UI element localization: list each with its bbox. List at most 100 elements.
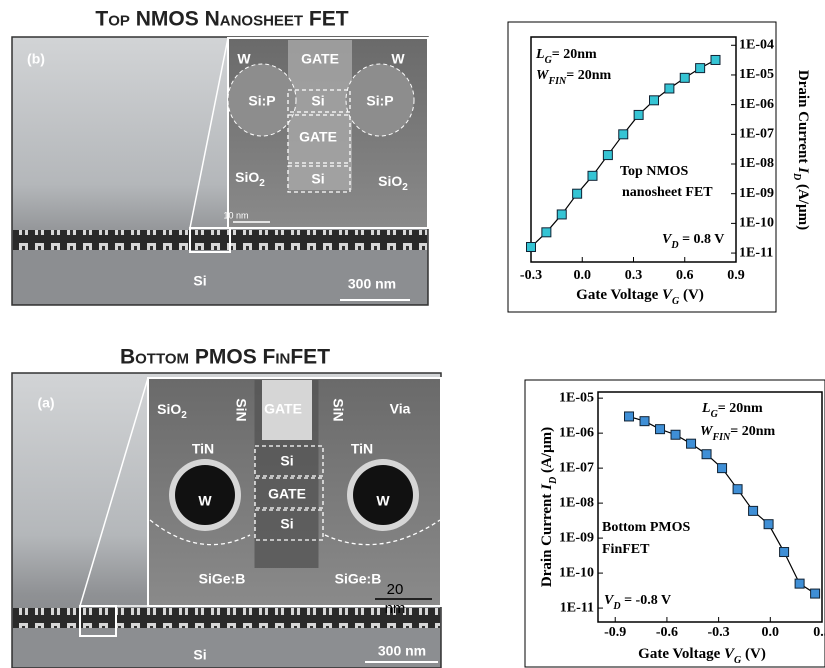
text-part: D — [791, 172, 802, 180]
dashed-outline — [287, 89, 351, 113]
y-tick-label: 1E-04 — [739, 37, 774, 52]
text-part: Gate Voltage — [638, 646, 724, 662]
data-point — [664, 83, 675, 94]
text-part: = 20nm — [718, 401, 763, 416]
substrate-label: Si — [193, 647, 206, 663]
y-tick-label: 1E-06 — [739, 97, 774, 112]
data-point — [587, 170, 598, 181]
tem-label: SiO2 — [378, 173, 408, 193]
text-part: (V) — [741, 646, 766, 662]
data-point — [602, 150, 613, 161]
panel-title: Top NMOS Nanosheet FET — [95, 8, 348, 31]
y-axis-label: Drain Current ID (A/µm) — [791, 70, 810, 230]
tem-label: Via — [390, 401, 411, 417]
tem-label: W — [237, 51, 251, 67]
tem-label: TiN — [192, 441, 214, 457]
text-part: I — [539, 483, 555, 491]
tem-label: SiGe:B — [335, 571, 382, 587]
x-tick-label: 0.3 — [625, 268, 643, 283]
y-tick-label: 1E-11 — [560, 600, 594, 615]
text-part: SiO — [235, 169, 259, 185]
text-part: L — [701, 401, 711, 416]
inset-scale: 10 nm — [223, 210, 248, 220]
data-point — [670, 429, 681, 440]
text-part: 2 — [181, 410, 187, 421]
x-tick-label: 0.9 — [727, 268, 745, 283]
text-part: 2 — [402, 182, 408, 193]
tem-label: Si — [311, 93, 324, 109]
text-part: V — [662, 232, 673, 247]
y-tick-label: 1E-05 — [559, 390, 594, 405]
gate-top — [262, 380, 312, 440]
text-part: V — [604, 593, 615, 608]
text-part: FIN — [711, 432, 731, 443]
text-part: FinFET — [602, 542, 650, 557]
x-tick-label: -0.3 — [708, 625, 730, 640]
tem-label: GATE — [299, 129, 337, 145]
data-point — [639, 416, 650, 427]
scale-label: 300 nm — [378, 643, 426, 659]
metal — [175, 465, 235, 525]
text-part: G — [672, 296, 680, 307]
panel-title: Bottom PMOS FinFET — [120, 346, 330, 369]
y-tick-label: 1E-08 — [559, 495, 594, 510]
data-point — [618, 129, 629, 140]
data-point — [556, 209, 567, 220]
data-point — [695, 63, 706, 74]
chart-frame — [524, 379, 825, 668]
tem-label: SiO2 — [235, 169, 265, 189]
text-part: FIN — [547, 76, 567, 87]
data-point — [779, 547, 790, 558]
text-part: = 20nm — [566, 68, 611, 83]
zoom-line — [189, 37, 229, 229]
annotation: Bottom PMOS — [602, 520, 690, 535]
data-point — [763, 519, 774, 530]
tem-label: Si:P — [248, 93, 275, 109]
text-part: = 20nm — [730, 424, 775, 439]
text-part: W — [536, 68, 550, 83]
annotation: Top NMOS — [620, 164, 689, 179]
text-part: Drain Current — [795, 70, 811, 167]
tem-label: SiN — [233, 398, 249, 421]
y-tick-label: 1E-10 — [739, 216, 774, 231]
sd-region — [345, 63, 415, 137]
x-axis-label: Gate Voltage VG (V) — [576, 287, 704, 306]
fin-row — [13, 608, 440, 628]
data-point — [679, 72, 690, 83]
scale-label: 300 nm — [348, 276, 396, 292]
text-part: Bottom PMOS — [602, 520, 690, 535]
text-part: D — [670, 240, 678, 251]
text-part: (A/µm) — [795, 180, 811, 230]
fin-row — [13, 230, 427, 250]
annotation: nanosheet FET — [622, 185, 713, 200]
annotation: LG= 20nm — [535, 47, 597, 66]
text-part: = -0.8 V — [621, 593, 672, 608]
data-point — [701, 449, 712, 460]
sd-region — [227, 63, 297, 137]
text-part: Top NMOS — [620, 164, 689, 179]
x-tick-label: -0.9 — [604, 625, 626, 640]
data-point — [810, 588, 821, 599]
y-tick-label: 1E-10 — [559, 565, 594, 580]
data-point — [526, 242, 536, 253]
text-part: nanosheet FET — [622, 185, 713, 200]
data-point — [624, 411, 635, 422]
text-part: (V) — [679, 287, 704, 303]
inset-scale: 20 — [387, 581, 404, 598]
x-tick-label: -0.3 — [520, 268, 542, 283]
text-part: L — [535, 47, 545, 62]
data-point — [686, 438, 697, 449]
tem-label: W — [376, 493, 390, 509]
y-tick-label: 1E-06 — [559, 425, 594, 440]
annotation: LG= 20nm — [701, 401, 763, 420]
tem-label: GATE — [301, 51, 339, 67]
data-point — [710, 54, 721, 65]
x-tick-label: 0.0 — [762, 625, 780, 640]
zoom-line — [79, 377, 149, 607]
text-part: W — [700, 424, 714, 439]
text-part: G — [711, 409, 719, 420]
tem-label: Si — [311, 171, 324, 187]
y-axis-label: Drain Current ID (A/µm) — [539, 427, 558, 587]
text-part: 2 — [259, 178, 265, 189]
data-point — [717, 463, 728, 474]
